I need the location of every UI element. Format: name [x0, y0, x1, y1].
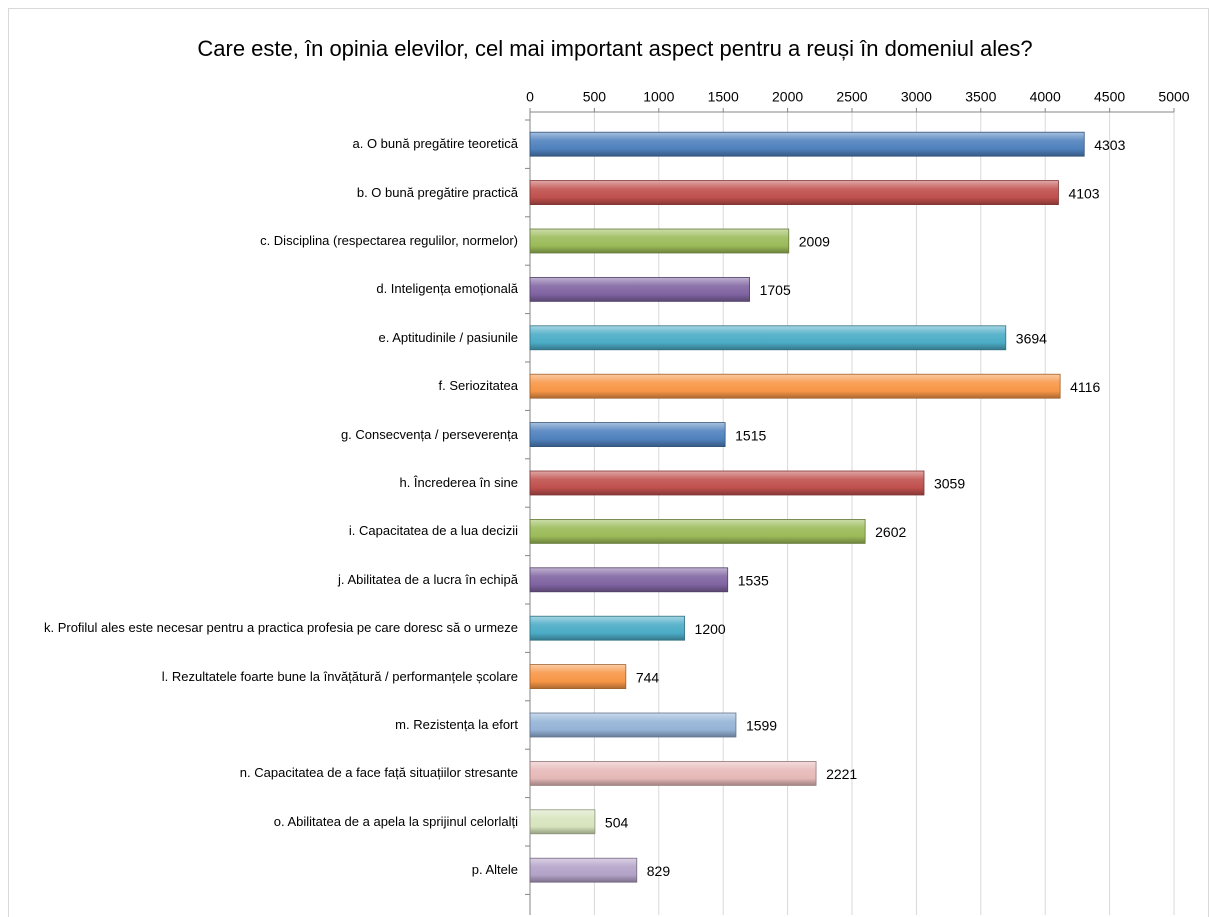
value-label: 4103	[1068, 185, 1099, 201]
bar	[529, 664, 627, 689]
y-tick-label: l. Rezultatele foarte bune la învățătură…	[161, 668, 518, 684]
y-tick-label: a. O bună pregătire teoretică	[352, 136, 519, 152]
x-tick-label: 1500	[708, 89, 739, 105]
value-label: 1535	[738, 573, 769, 589]
category-label-box: a. O bună pregătire teoretică	[0, 124, 519, 164]
category-label-box: f. Seriozitatea	[0, 366, 519, 406]
x-tick-label: 5000	[1158, 89, 1189, 105]
value-label: 2602	[875, 524, 906, 540]
category-label-box: n. Capacitatea de a face față situațiilo…	[0, 753, 518, 793]
category-label-box: o. Abilitatea de a apela la sprijinul ce…	[0, 802, 518, 842]
value-label: 2009	[799, 234, 830, 250]
y-tick-label: j. Abilitatea de a lucra în echipă	[338, 571, 518, 587]
y-tick-label: d. Inteligența emoțională	[376, 281, 518, 297]
bar	[529, 761, 817, 786]
y-tick-label: e. Aptitudinile / pasiunile	[378, 329, 518, 345]
y-tick-label: p. Altele	[471, 862, 518, 878]
value-label: 4116	[1070, 379, 1100, 395]
value-label: 504	[605, 815, 629, 831]
value-label: 2221	[826, 766, 857, 782]
y-tick-label: m. Rezistența la efort	[395, 717, 518, 732]
value-label: 829	[647, 863, 671, 879]
category-label-box: b. O bună pregătire practică	[0, 173, 518, 213]
y-tick-label: i. Capacitatea de a lua decizii	[348, 523, 518, 539]
category-label-box: j. Abilitatea de a lucra în echipă	[0, 560, 518, 600]
x-tick-label: 1000	[643, 89, 674, 105]
bar	[529, 519, 866, 544]
x-tick-label: 0	[526, 89, 534, 105]
bar	[529, 809, 596, 835]
x-tick-label: 3500	[965, 89, 996, 105]
category-label-box: c. Disciplina (respectarea regulilor, no…	[0, 221, 518, 261]
bar	[529, 422, 726, 448]
y-tick-label: n. Capacitatea de a face față situațiilo…	[239, 765, 518, 781]
value-label: 1705	[760, 282, 791, 298]
x-tick-label: 2000	[772, 89, 803, 105]
bar	[529, 276, 751, 302]
value-label: 1515	[735, 427, 766, 443]
y-tick-label: c. Disciplina (respectarea regulilor, no…	[260, 233, 518, 248]
x-tick-label: 4000	[1030, 89, 1061, 105]
bar	[529, 228, 790, 254]
value-label: 4303	[1094, 137, 1125, 153]
bar	[529, 712, 737, 738]
category-label-box: d. Inteligența emoțională	[0, 269, 518, 309]
bar	[529, 131, 1085, 157]
category-label-box: e. Aptitudinile / pasiunile	[0, 318, 518, 358]
bar	[529, 180, 1059, 206]
category-label-box: p. Altele	[0, 850, 518, 890]
chart-title: Care este, în opinia elevilor, cel mai i…	[197, 36, 1032, 61]
value-label: 1200	[695, 621, 726, 637]
bar	[529, 373, 1061, 399]
category-label-box: m. Rezistența la efort	[0, 705, 518, 745]
x-tick-label: 3000	[901, 89, 932, 105]
bar	[529, 567, 729, 593]
y-tick-label: f. Seriozitatea	[438, 378, 519, 394]
y-tick-label: g. Consecvența / perseverența	[340, 426, 518, 442]
category-label-box: l. Rezultatele foarte bune la învățătură…	[0, 657, 518, 697]
y-tick-label: o. Abilitatea de a apela la sprijinul ce…	[273, 813, 518, 829]
value-label: 3694	[1016, 331, 1047, 347]
value-label: 1599	[746, 718, 777, 734]
value-label: 3059	[934, 476, 965, 492]
y-tick-label: b. O bună pregătire practică	[356, 184, 518, 200]
y-tick-label: h. Încrederea în sine	[399, 475, 518, 490]
category-label-box: g. Consecvența / perseverența	[0, 415, 518, 455]
x-tick-label: 500	[583, 89, 607, 105]
x-tick-label: 2500	[836, 89, 867, 105]
category-label-box: k. Profilul ales este necesar pentru a p…	[0, 608, 518, 648]
bar	[529, 325, 1007, 351]
category-label-box: h. Încrederea în sine	[0, 463, 518, 503]
value-label: 744	[636, 669, 660, 685]
bar	[529, 857, 638, 883]
bar	[529, 470, 925, 496]
x-tick-label: 4500	[1094, 89, 1125, 105]
y-tick-label: k. Profilul ales este necesar pentru a p…	[43, 620, 518, 636]
category-label-box: i. Capacitatea de a lua decizii	[0, 511, 518, 551]
bar	[529, 615, 685, 641]
